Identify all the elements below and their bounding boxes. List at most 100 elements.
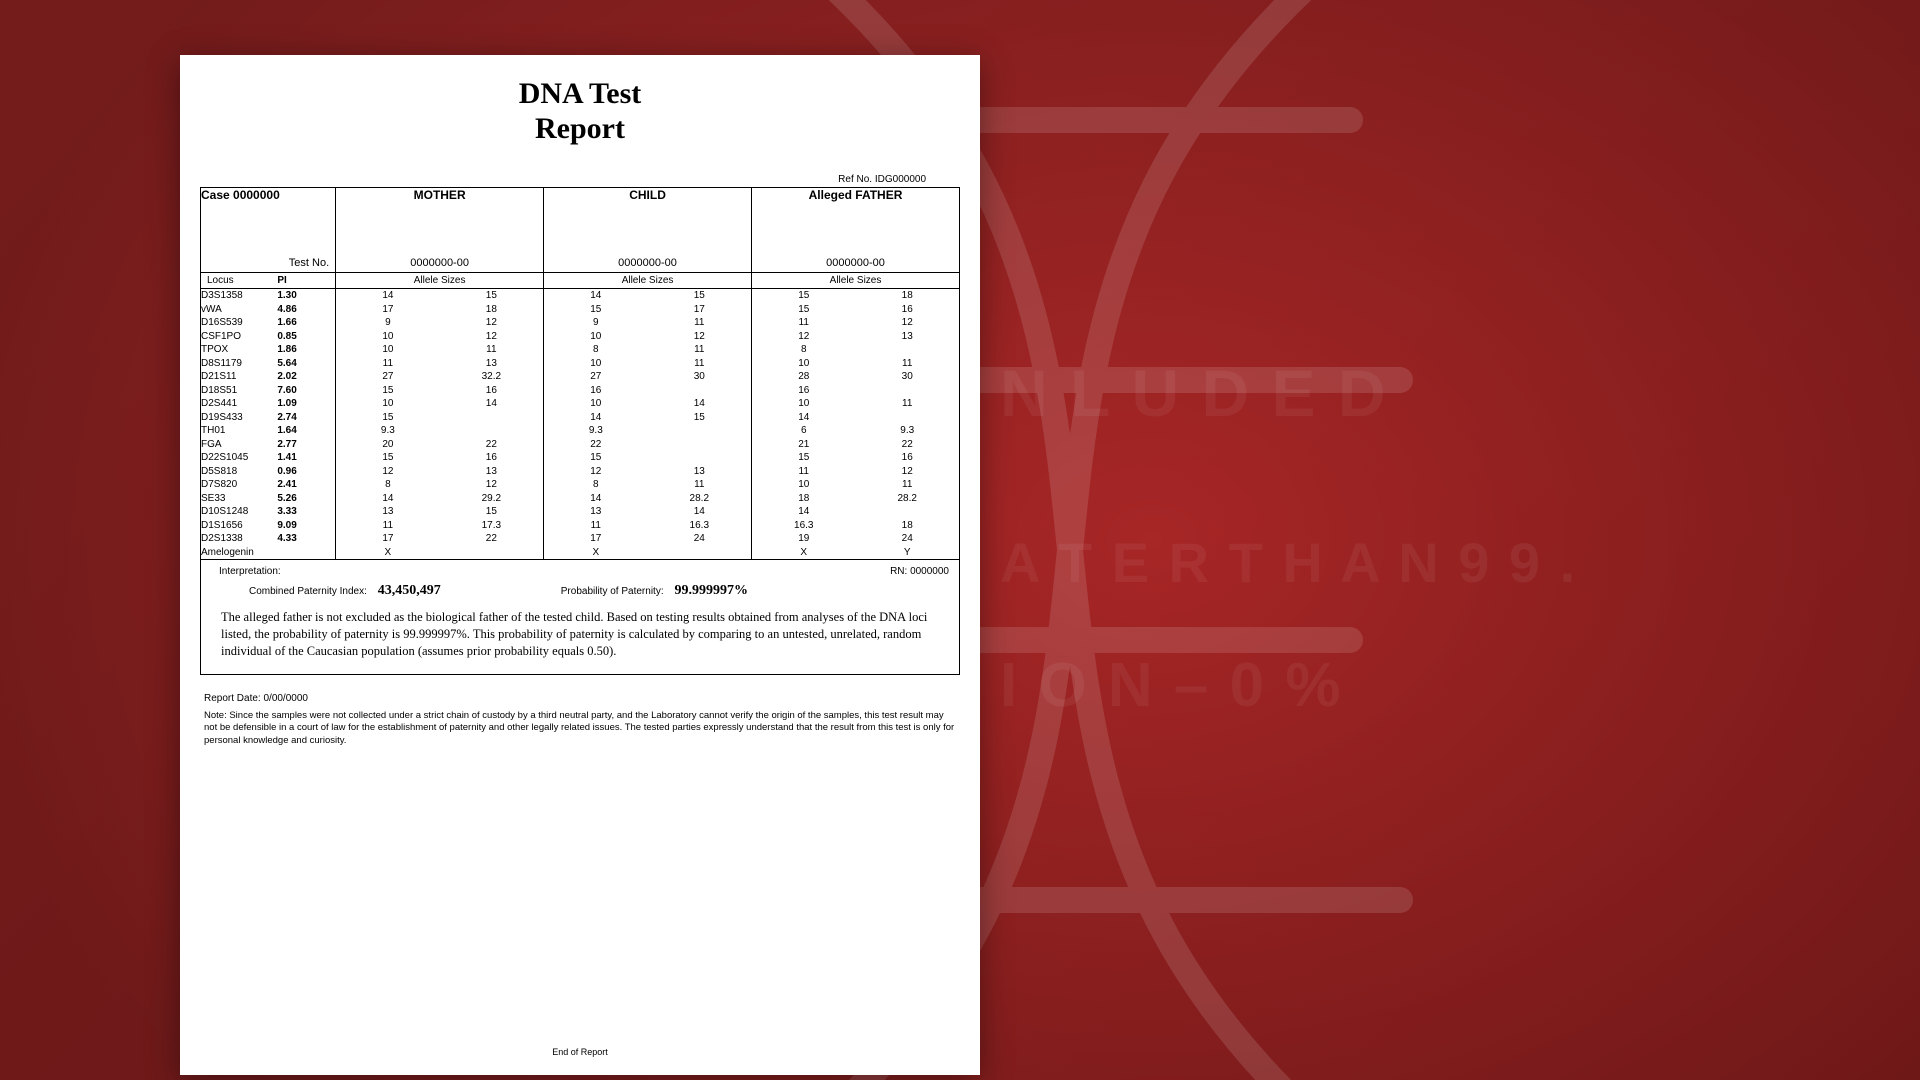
cell-pi: 5.26 (277, 492, 335, 506)
cell-child-a1: 15 (544, 303, 648, 317)
cell-father-a2: 18 (855, 519, 959, 533)
cell-child-a2: 28.2 (648, 492, 752, 506)
table-row: TPOX1.8610118118 (201, 343, 960, 357)
cell-child-a1: 8 (544, 343, 648, 357)
cell-mother-a2: 12 (440, 478, 544, 492)
cell-mother-a1: 14 (336, 492, 440, 506)
test-no-label: Test No. (201, 254, 336, 273)
cell-pi: 2.74 (277, 411, 335, 425)
cell-mother-a2: 18 (440, 303, 544, 317)
table-row: D1S16569.091117.31116.316.318 (201, 519, 960, 533)
interpretation-paragraph: The alleged father is not excluded as th… (221, 609, 941, 660)
cell-father-a2: 16 (855, 303, 959, 317)
cell-mother-a1: 8 (336, 478, 440, 492)
document-page: DNA Test Report Ref No. IDG000000 Case 0… (180, 55, 980, 1075)
ref-number: Ref No. IDG000000 (180, 174, 926, 185)
title-line2: Report (535, 112, 625, 145)
cell-father-a2: 11 (855, 397, 959, 411)
cell-father-a2 (855, 411, 959, 425)
cell-locus: TPOX (201, 343, 278, 357)
pop-label: Probability of Paternity: (561, 586, 664, 597)
title-line1: DNA Test (519, 77, 642, 110)
cell-father-a1: 16 (752, 384, 856, 398)
cell-mother-a2: 14 (440, 397, 544, 411)
cpi-value: 43,450,497 (378, 583, 441, 598)
cell-mother-a1: 17 (336, 303, 440, 317)
cell-father-a1: 28 (752, 370, 856, 384)
cell-mother-a2: 22 (440, 532, 544, 546)
subhdr-pi: PI (277, 273, 335, 289)
case-number: Case 0000000 (201, 188, 336, 255)
cell-child-a2: 11 (648, 478, 752, 492)
cell-pi: 0.96 (277, 465, 335, 479)
cell-father-a2: 13 (855, 330, 959, 344)
cell-child-a1: X (544, 546, 648, 560)
cell-pi: 1.30 (277, 289, 335, 303)
cell-locus: D7S820 (201, 478, 278, 492)
table-row: D8S11795.64111310111011 (201, 357, 960, 371)
cell-child-a1: 9.3 (544, 424, 648, 438)
cell-father-a1: 8 (752, 343, 856, 357)
cell-mother-a1: 10 (336, 397, 440, 411)
cell-pi: 4.33 (277, 532, 335, 546)
cell-mother-a1: 20 (336, 438, 440, 452)
cell-mother-a1: 13 (336, 505, 440, 519)
cell-child-a2: 16.3 (648, 519, 752, 533)
cell-child-a1: 12 (544, 465, 648, 479)
cell-father-a2: 11 (855, 357, 959, 371)
test-no-father: 0000000-00 (752, 254, 960, 273)
cell-child-a2 (648, 424, 752, 438)
cell-locus: D2S441 (201, 397, 278, 411)
cell-child-a2: 15 (648, 289, 752, 303)
dna-table: Case 0000000MOTHERCHILDAlleged FATHERTes… (200, 187, 960, 560)
cell-child-a1: 22 (544, 438, 648, 452)
cell-locus: Amelogenin (201, 546, 278, 560)
pop-value: 99.999997% (675, 583, 749, 598)
cell-father-a2 (855, 505, 959, 519)
cell-pi: 2.41 (277, 478, 335, 492)
cell-father-a2 (855, 384, 959, 398)
cell-child-a1: 14 (544, 492, 648, 506)
table-row: FGA2.772022222122 (201, 438, 960, 452)
cell-pi: 1.09 (277, 397, 335, 411)
cell-child-a2 (648, 546, 752, 560)
cell-mother-a1: 27 (336, 370, 440, 384)
table-row: AmelogeninXXXY (201, 546, 960, 560)
cell-father-a1: 16.3 (752, 519, 856, 533)
subhdr-locus: Locus (201, 273, 278, 289)
cell-locus: D19S433 (201, 411, 278, 425)
cell-pi: 2.02 (277, 370, 335, 384)
cell-father-a1: 14 (752, 411, 856, 425)
interpretation-heading: Interpretation: (219, 566, 281, 577)
test-no-child: 0000000-00 (544, 254, 752, 273)
cell-father-a1: 11 (752, 465, 856, 479)
cell-mother-a1: 10 (336, 330, 440, 344)
cell-child-a1: 11 (544, 519, 648, 533)
cell-child-a1: 9 (544, 316, 648, 330)
cell-father-a2: 24 (855, 532, 959, 546)
cell-mother-a2: 15 (440, 505, 544, 519)
cell-mother-a1: 10 (336, 343, 440, 357)
cell-mother-a1: 9.3 (336, 424, 440, 438)
cell-child-a2: 15 (648, 411, 752, 425)
cell-father-a2: 22 (855, 438, 959, 452)
cell-child-a2: 11 (648, 357, 752, 371)
cell-pi: 1.64 (277, 424, 335, 438)
cell-locus: vWA (201, 303, 278, 317)
test-no-mother: 0000000-00 (336, 254, 544, 273)
table-row: D7S8202.418128111011 (201, 478, 960, 492)
cell-father-a1: 21 (752, 438, 856, 452)
cell-child-a1: 15 (544, 451, 648, 465)
cell-child-a1: 16 (544, 384, 648, 398)
cell-father-a1: 15 (752, 303, 856, 317)
cell-father-a1: 11 (752, 316, 856, 330)
cell-child-a2: 11 (648, 343, 752, 357)
table-row: D2S13384.33172217241924 (201, 532, 960, 546)
cell-father-a2: 16 (855, 451, 959, 465)
background-ghost-text: A T E R T H A N 9 9 . (1000, 530, 1577, 595)
cell-father-a1: 6 (752, 424, 856, 438)
cell-locus: D22S1045 (201, 451, 278, 465)
subhdr-father: Allele Sizes (752, 273, 960, 289)
cell-child-a2: 30 (648, 370, 752, 384)
cell-mother-a2: 29.2 (440, 492, 544, 506)
